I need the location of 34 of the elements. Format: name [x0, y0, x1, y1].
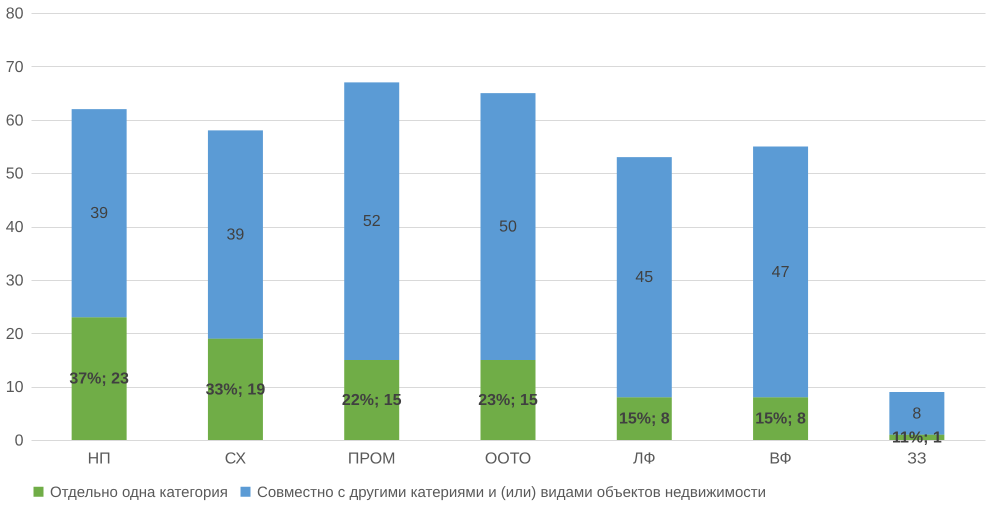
x-tick-label: НП — [88, 450, 111, 468]
y-tick-label: 50 — [6, 166, 24, 183]
y-tick-label: 0 — [14, 432, 24, 450]
data-label: 45 — [635, 269, 654, 286]
x-tick-label: ПРОМ — [348, 450, 396, 468]
legend-label: Совместно с другими катериями и (или) видами объектов недвижимости — [257, 484, 766, 501]
data-label: 39 — [90, 205, 108, 222]
data-label: 15%; 8 — [755, 410, 806, 428]
y-tick-label: 20 — [6, 326, 24, 343]
bar — [72, 317, 127, 440]
bar — [480, 93, 536, 360]
x-tick-label: СХ — [224, 450, 246, 468]
y-tick-label: 40 — [6, 219, 24, 236]
y-tick-label: 10 — [6, 379, 24, 396]
x-tick-label: ЗЗ — [907, 450, 927, 468]
bar — [72, 109, 127, 318]
data-label: 47 — [772, 264, 790, 281]
x-tick-label: ВФ — [769, 450, 792, 468]
legend-label: Отдельно одна категория — [50, 484, 228, 501]
data-label: 52 — [362, 213, 381, 230]
bar — [753, 146, 808, 398]
y-tick-label: 60 — [6, 112, 24, 130]
bar — [616, 157, 672, 398]
data-label: 39 — [226, 226, 244, 244]
x-tick-label: ООТО — [484, 450, 532, 468]
bar — [208, 130, 263, 339]
bar — [344, 82, 400, 360]
y-tick-label: 80 — [6, 6, 24, 22]
data-label: 50 — [499, 218, 517, 236]
y-tick-label: 70 — [6, 58, 24, 76]
data-label: 15%; 8 — [618, 410, 670, 428]
data-label: 8 — [912, 405, 922, 422]
x-tick-label: ЛФ — [633, 450, 656, 468]
y-tick-label: 30 — [6, 272, 24, 290]
